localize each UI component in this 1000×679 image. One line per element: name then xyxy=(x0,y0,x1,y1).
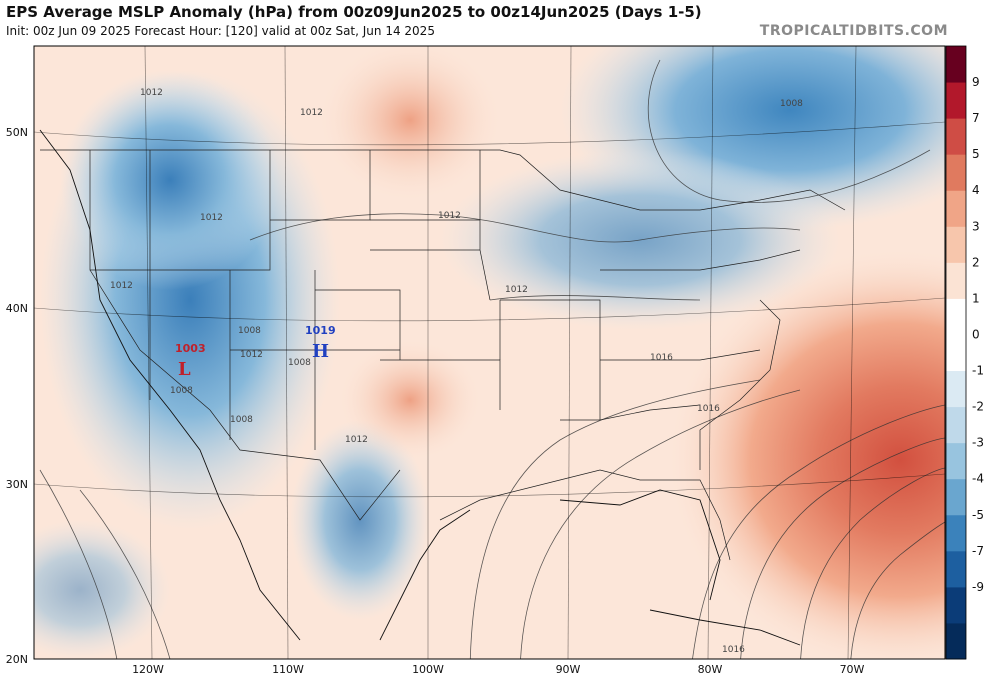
colorbar-label: -1 xyxy=(972,364,984,378)
colorbar-segment xyxy=(946,622,966,660)
colorbar-segment xyxy=(946,118,966,155)
colorbar-label: -4 xyxy=(972,472,984,486)
lon-label: 120W xyxy=(132,663,164,676)
isobar-labels: 1012 1012 1012 1012 1012 1012 1008 1008 … xyxy=(110,88,803,655)
colorbar-label: 9 xyxy=(972,75,980,89)
chart-title: EPS Average MSLP Anomaly (hPa) from 00z0… xyxy=(6,3,702,21)
isobar-label: 1008 xyxy=(170,386,193,396)
colorbar-segment xyxy=(946,586,966,624)
lon-label: 100W xyxy=(412,663,444,676)
isobar-label: 1016 xyxy=(697,404,720,414)
colorbar-segment xyxy=(946,82,966,119)
lon-label: 70W xyxy=(840,663,865,676)
high-center-value: 1019 xyxy=(305,324,336,337)
lat-label: 50N xyxy=(6,126,28,139)
colorbar-label: 3 xyxy=(972,219,980,233)
low-center-value: 1003 xyxy=(175,342,206,355)
colorbar-label: -7 xyxy=(972,544,984,558)
chart-subtitle: Init: 00z Jun 09 2025 Forecast Hour: [12… xyxy=(6,24,435,38)
colorbar-label: -3 xyxy=(972,436,984,450)
lon-label: 110W xyxy=(272,663,304,676)
colorbar-label: 7 xyxy=(972,111,980,125)
colorbar-segment xyxy=(946,550,966,588)
colorbar-segment xyxy=(946,478,966,516)
isobar-label: 1016 xyxy=(722,645,745,655)
colorbar-label: 0 xyxy=(972,327,980,341)
map-frame xyxy=(33,45,946,660)
isobar-label: 1008 xyxy=(780,99,803,109)
colorbar-segment xyxy=(946,190,966,227)
lon-label: 80W xyxy=(698,663,723,676)
colorbar: 9 7 5 4 3 2 1 0 -1 -2 -3 -4 -5 -7 -9 xyxy=(945,45,984,660)
isobar-label: 1012 xyxy=(200,213,223,223)
lat-label: 20N xyxy=(6,653,28,666)
isobar-label: 1008 xyxy=(288,358,311,368)
isobar-label: 1012 xyxy=(240,350,263,360)
colorbar-segment xyxy=(946,298,966,335)
colorbar-segment xyxy=(946,370,966,408)
high-pressure-center[interactable]: 1019 H xyxy=(305,324,336,362)
isobar-label: 1008 xyxy=(238,326,261,336)
colorbar-label: 2 xyxy=(972,255,980,269)
colorbar-segment xyxy=(946,514,966,552)
isobar-label: 1012 xyxy=(505,285,528,295)
lat-label: 30N xyxy=(6,478,28,491)
low-pressure-center[interactable]: 1003 L xyxy=(175,342,206,380)
isobar-label: 1012 xyxy=(438,211,461,221)
isobar-label: 1012 xyxy=(140,88,163,98)
colorbar-segment xyxy=(946,154,966,191)
colorbar-segment xyxy=(946,262,966,299)
colorbar-label: -9 xyxy=(972,580,984,594)
lat-label: 40N xyxy=(6,302,28,315)
low-center-letter: L xyxy=(178,359,191,380)
isobar-label: 1016 xyxy=(650,353,673,363)
colorbar-segment xyxy=(946,406,966,444)
colorbar-label: 1 xyxy=(972,291,980,305)
lon-label: 90W xyxy=(556,663,581,676)
site-brand[interactable]: TROPICALTIDBITS.COM xyxy=(759,23,948,39)
colorbar-label: 5 xyxy=(972,147,980,161)
colorbar-label: 4 xyxy=(972,183,980,197)
isobar-label: 1008 xyxy=(230,415,253,425)
isobar-label: 1012 xyxy=(300,108,323,118)
isobar-label: 1012 xyxy=(110,281,133,291)
colorbar-segment xyxy=(946,334,966,372)
colorbar-segment xyxy=(946,442,966,480)
colorbar-label: -5 xyxy=(972,508,984,522)
colorbar-segment xyxy=(946,226,966,263)
colorbar-segment xyxy=(946,46,966,83)
isobar-label: 1012 xyxy=(345,435,368,445)
colorbar-label: -2 xyxy=(972,400,984,414)
high-center-letter: H xyxy=(312,341,329,362)
